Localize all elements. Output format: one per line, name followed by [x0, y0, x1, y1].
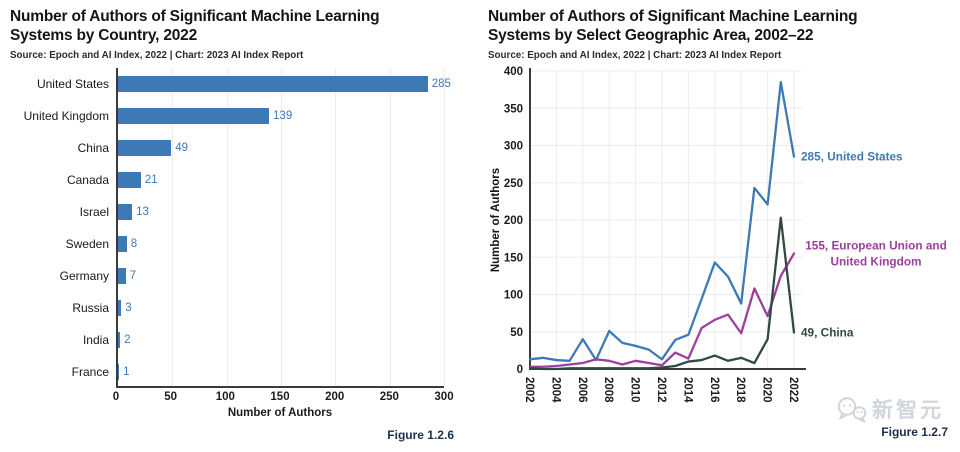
series-end-annotation: 285, United States: [801, 149, 903, 163]
bar-row: 49: [118, 132, 444, 164]
bar-plot-area: 285 139 49 21 13 8 7 3 2 1: [116, 67, 451, 388]
bar: [118, 107, 270, 124]
bar: [118, 299, 122, 316]
x-axis-tick-label: 2004: [549, 377, 561, 403]
x-axis-tick-label: 0: [112, 390, 120, 403]
x-axis-tick-label: 300: [434, 390, 454, 403]
bar: [118, 331, 121, 348]
bar-value-label: 49: [175, 141, 189, 154]
y-axis-tick-label: 200: [504, 215, 523, 227]
bar: [118, 75, 428, 92]
bar-row: 2: [118, 324, 444, 356]
figure-label-126: Figure 1.2.6: [387, 428, 454, 442]
series-end-annotation: United Kingdom: [830, 254, 921, 268]
y-axis-tick-label: 100: [504, 289, 523, 301]
vertical-gridline: [335, 67, 337, 386]
bar-chart-panel: Number of Authors of Significant Machine…: [10, 8, 460, 442]
bar-value-label: 2: [124, 333, 131, 346]
x-axis-tick-label: 2006: [576, 377, 588, 403]
bar: [118, 235, 127, 252]
figure-label-127: Figure 1.2.7: [881, 425, 948, 439]
vertical-gridline: [281, 67, 282, 386]
bar: [118, 139, 172, 156]
left-chart-title: Number of Authors of Significant Machine…: [10, 8, 380, 44]
y-axis-tick-label: 0: [517, 364, 523, 376]
y-axis-tick-label: 300: [504, 140, 523, 152]
bar-row: 285: [118, 68, 451, 100]
bar-category-label: India: [82, 332, 109, 347]
x-axis-tick-label: 150: [270, 390, 290, 403]
bar-category-label: Israel: [79, 204, 109, 219]
bar-row: 7: [118, 260, 444, 292]
y-axis-tick-label: 150: [504, 252, 523, 264]
x-axis-tick-label: 2020: [761, 377, 773, 403]
bar-category-label: United Kingdom: [23, 108, 109, 123]
bar-value-label: 21: [144, 173, 158, 186]
bar-category-label: Canada: [66, 172, 109, 187]
series-end-annotation: 155, European Union and: [805, 238, 947, 252]
line-chart: 0 50 100 150 200 250 300 350 400 2002 2004 2006 2008…: [490, 66, 947, 403]
bar-value-label: 285: [431, 77, 451, 90]
x-axis-label: Number of Authors: [227, 406, 333, 419]
bar-category-label: Germany: [59, 268, 109, 283]
x-axis-tick-label: 250: [379, 390, 399, 403]
bar-category-label: China: [77, 140, 109, 155]
bar-category-labels: United States United Kingdom China Canada Is…: [10, 68, 116, 388]
x-axis-tick-label: 2014: [681, 377, 693, 403]
x-axis-tick-label: 200: [325, 390, 345, 403]
bar-row: 21: [118, 164, 444, 196]
bar-category-label: Sweden: [65, 236, 109, 251]
right-chart-source: Source: Epoch and AI Index, 2022 | Chart…: [488, 49, 782, 61]
bar-value-label: 1: [123, 365, 130, 378]
wechat-chat-bubbles-icon: [837, 396, 867, 423]
bar-row: 13: [118, 196, 444, 228]
x-axis-tick-label: 100: [215, 390, 235, 403]
vertical-gridline: [172, 67, 174, 386]
watermark-text: 新智元: [872, 399, 944, 422]
watermark: 新智元: [835, 394, 944, 424]
bar-chart: United States United Kingdom China Canada Is…: [10, 67, 454, 419]
x-axis-tick-label: 2002: [523, 377, 535, 403]
vertical-gridline: [226, 67, 228, 386]
bar-row: 8: [118, 228, 444, 260]
line-series-china: [528, 216, 796, 370]
bar: [118, 171, 141, 188]
bar-category-label: France: [71, 364, 109, 379]
bar: [118, 203, 133, 220]
right-chart-title: Number of Authors of Significant Machine…: [488, 8, 858, 44]
bar-category-label: United States: [36, 76, 109, 91]
y-axis-label: Number of Authors: [490, 168, 502, 272]
series-end-annotation: 49, China: [801, 325, 854, 339]
bar-row: 139: [118, 100, 444, 132]
y-axis-tick-label: 250: [504, 178, 523, 190]
line-chart-panel: Number of Authors of Significant Machine…: [488, 8, 954, 439]
x-axis-tick-label: 2022: [787, 377, 799, 403]
bar-value-label: 3: [125, 301, 132, 314]
vertical-gridline: [444, 67, 445, 386]
x-axis-tick-label: 2016: [708, 377, 720, 403]
vertical-gridline: [389, 67, 391, 386]
bar-value-label: 8: [130, 237, 138, 250]
x-axis-tick-label: 2008: [602, 377, 614, 403]
y-axis-tick-label: 400: [504, 66, 523, 78]
bar: [118, 363, 120, 380]
x-axis-tick-label: 2012: [655, 377, 667, 403]
y-axis-tick-label: 50: [510, 327, 523, 339]
bar-value-label: 7: [129, 269, 136, 282]
bar-value-label: 139: [273, 109, 293, 122]
bar-value-label: 13: [136, 205, 149, 218]
x-axis-tick-label: 2018: [734, 377, 746, 403]
bar: [118, 267, 126, 284]
x-axis-ticks: 0 50 100 150 200 250 300: [112, 388, 454, 404]
bar-row: 3: [118, 292, 444, 324]
line-series-united-states: [528, 80, 796, 362]
x-axis-tick-label: 50: [164, 390, 178, 403]
left-chart-source: Source: Epoch and AI Index, 2022 | Chart…: [10, 49, 304, 61]
bar-category-label: Russia: [72, 300, 109, 315]
line-series-european-union-and-united-kingdom: [528, 252, 796, 368]
bar-row: 1: [118, 356, 444, 388]
x-axis-tick-label: 2010: [629, 377, 641, 403]
y-axis-tick-label: 350: [504, 103, 523, 115]
